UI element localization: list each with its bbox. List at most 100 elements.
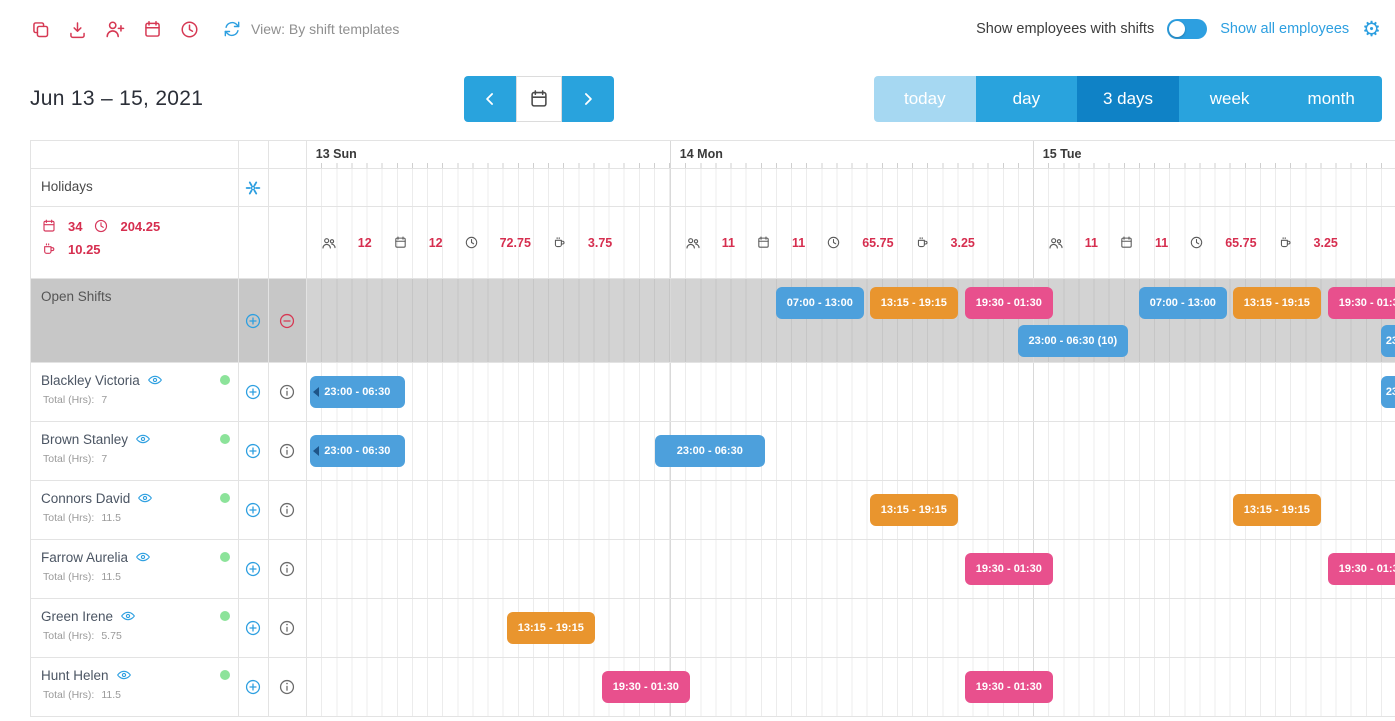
add-shift-icon[interactable] xyxy=(244,442,262,460)
add-shift-icon[interactable] xyxy=(244,383,262,401)
day-hours-value: 65.75 xyxy=(1225,235,1257,250)
day-hours-value: 65.75 xyxy=(862,235,894,250)
view-week-button[interactable]: week xyxy=(1178,76,1281,122)
add-shift-icon[interactable] xyxy=(244,619,262,637)
day-column xyxy=(669,599,1033,657)
info-icon[interactable] xyxy=(278,383,296,401)
shift-pill[interactable]: 19:30 - 01:30 xyxy=(964,287,1053,319)
shift-pill[interactable]: 07:00 - 13:00 xyxy=(1138,287,1227,319)
info-icon[interactable] xyxy=(278,560,296,578)
status-dot xyxy=(219,434,230,444)
calendar-icon xyxy=(393,235,408,250)
prev-button[interactable] xyxy=(463,76,516,122)
day-employees-value: 11 xyxy=(721,235,736,250)
remove-open-shift-icon[interactable] xyxy=(278,312,296,330)
view-switcher: today day 3 days week month xyxy=(874,76,1382,122)
add-shift-icon[interactable] xyxy=(244,560,262,578)
date-picker-button[interactable] xyxy=(515,76,562,122)
calendar-icon xyxy=(1119,235,1134,250)
show-all-employees-link[interactable]: Show all employees xyxy=(1220,21,1350,37)
chevron-left-icon xyxy=(480,89,500,109)
header-c3-cell xyxy=(269,141,307,168)
total-hrs-label: Total (Hrs): xyxy=(43,571,95,583)
employee-days-area: 23:00 - 06:30 23:00 - 06:30 xyxy=(306,422,1395,480)
day-column xyxy=(669,169,1033,206)
employee-name: Farrow Aurelia xyxy=(41,549,129,565)
total-hrs-value: 11.5 xyxy=(101,512,122,524)
toolbar-icon-group xyxy=(30,18,200,40)
next-button[interactable] xyxy=(561,76,614,122)
shift-pill[interactable]: 13:15 - 19:15 xyxy=(869,287,958,319)
add-holiday-icon[interactable] xyxy=(244,179,262,197)
total-hrs-label: Total (Hrs): xyxy=(43,630,95,642)
chevron-right-icon xyxy=(578,89,598,109)
info-icon[interactable] xyxy=(278,501,296,519)
holidays-c3-cell xyxy=(269,169,307,206)
total-hrs-value: 7 xyxy=(101,394,108,406)
copy-icon[interactable] xyxy=(30,19,51,40)
header-days-area: 13 Sun 14 Mon 15 Tue xyxy=(306,141,1395,168)
total-shifts-value: 34 xyxy=(68,218,83,234)
employees-icon xyxy=(685,235,701,251)
info-icon[interactable] xyxy=(278,619,296,637)
view-3days-button[interactable]: 3 days xyxy=(1077,76,1179,122)
add-employee-icon[interactable] xyxy=(104,18,126,40)
shift-pill[interactable]: 23:00 - 06:30 xyxy=(309,376,405,408)
shift-pill[interactable]: 19:30 - 01:30 xyxy=(1327,287,1395,319)
shift-pill[interactable]: 13:15 - 19:15 xyxy=(869,494,958,526)
info-icon[interactable] xyxy=(278,678,296,696)
eye-icon[interactable] xyxy=(135,549,151,565)
shift-pill[interactable]: 23:00 - 06:30 (10) xyxy=(1017,325,1128,357)
employee-days-area: 19:30 - 01:30 19:30 - 01:30 xyxy=(306,540,1395,598)
shift-pill[interactable]: 23:00 - 06:30 xyxy=(1380,376,1395,408)
break-icon xyxy=(552,235,567,250)
eye-icon[interactable] xyxy=(137,490,153,506)
shift-pill[interactable]: 19:30 - 01:30 xyxy=(1327,553,1395,585)
shift-pill[interactable]: 23:00 - 06:30 (10) xyxy=(1380,325,1395,357)
clock-icon xyxy=(464,235,479,250)
summary-row: 34 204.25 10.25 12 12 72.75 3 xyxy=(31,207,1395,279)
view-today-button[interactable]: today xyxy=(874,76,976,122)
day-column xyxy=(1032,363,1395,421)
add-shift-icon[interactable] xyxy=(244,501,262,519)
eye-icon[interactable] xyxy=(120,608,136,624)
status-dot xyxy=(219,375,230,385)
day-column xyxy=(669,481,1033,539)
calendar-icon xyxy=(528,88,550,110)
view-day-button[interactable]: day xyxy=(975,76,1078,122)
open-shifts-row: Open Shifts 07:00 - 13:00 13:15 - 19:15 … xyxy=(31,279,1395,363)
calendar-icon[interactable] xyxy=(142,19,163,40)
shift-pill[interactable]: 23:00 - 06:30 xyxy=(309,435,405,467)
eye-icon[interactable] xyxy=(116,667,132,683)
total-hrs-label: Total (Hrs): xyxy=(43,394,95,406)
gear-icon[interactable]: ⚙ xyxy=(1362,17,1381,41)
eye-icon[interactable] xyxy=(147,372,163,388)
shift-pill[interactable]: 13:15 - 19:15 xyxy=(1232,494,1321,526)
summary-c3-cell xyxy=(269,207,307,278)
eye-icon[interactable] xyxy=(135,431,151,447)
shift-pill[interactable]: 13:15 - 19:15 xyxy=(1232,287,1321,319)
shift-pill[interactable]: 13:15 - 19:15 xyxy=(506,612,595,644)
day-column xyxy=(306,540,670,598)
total-hrs-value: 5.75 xyxy=(101,630,122,642)
day-shifts-value: 11 xyxy=(1155,235,1169,250)
status-dot xyxy=(219,493,230,503)
employee-row: Farrow Aurelia Total (Hrs): 11.5 19:30 - … xyxy=(31,540,1395,599)
download-icon[interactable] xyxy=(67,19,88,40)
shift-pill[interactable]: 07:00 - 13:00 xyxy=(775,287,864,319)
holidays-label: Holidays xyxy=(31,169,239,206)
info-icon[interactable] xyxy=(278,442,296,460)
add-shift-icon[interactable] xyxy=(244,678,262,696)
total-breaks-value: 10.25 xyxy=(68,241,101,257)
day-header-mon: 14 Mon xyxy=(669,141,1033,168)
shift-pill[interactable]: 19:30 - 01:30 xyxy=(964,671,1053,703)
shift-pill[interactable]: 23:00 - 06:30 xyxy=(654,435,765,467)
shift-pill[interactable]: 19:30 - 01:30 xyxy=(964,553,1053,585)
view-month-button[interactable]: month xyxy=(1280,76,1382,122)
clock-icon[interactable] xyxy=(179,19,200,40)
employee-filter-toggle[interactable] xyxy=(1167,19,1208,39)
add-open-shift-icon[interactable] xyxy=(244,312,262,330)
shift-pill[interactable]: 19:30 - 01:30 xyxy=(601,671,690,703)
day-breaks-value: 3.25 xyxy=(1313,235,1338,250)
refresh-icon[interactable] xyxy=(222,19,242,39)
